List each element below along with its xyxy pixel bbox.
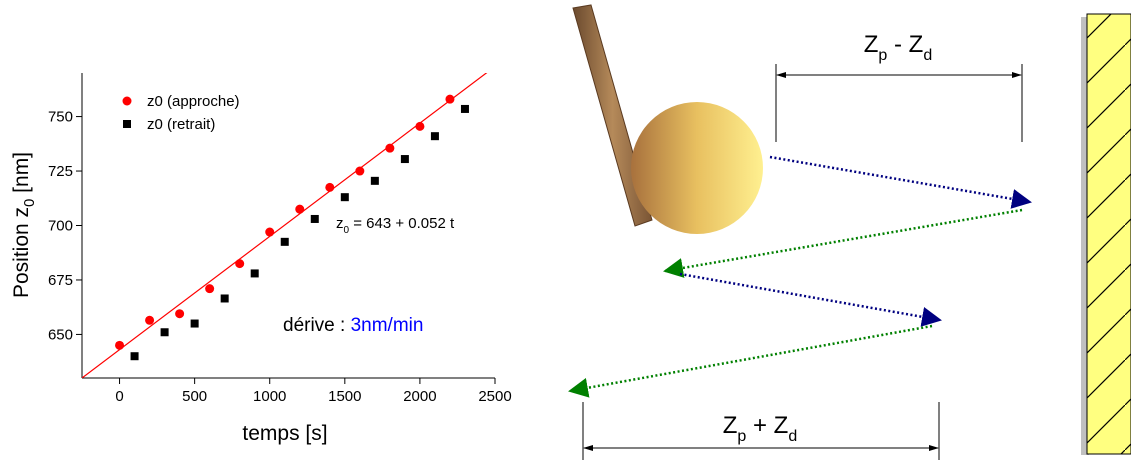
bottom-label: Zp + Zd [723,412,798,445]
x-tick-label: 500 [182,388,207,405]
point [295,204,305,214]
point [250,269,259,278]
legend-marker [123,120,131,128]
point [445,94,455,104]
top-label: Zp - Zd [864,31,932,64]
point [115,340,125,350]
beam [769,155,1032,209]
label-part: - Z [887,31,923,58]
y-tick-label: 725 [48,163,73,180]
label-part: 0 [21,199,38,207]
x-axis-label: temps [s] [242,422,327,445]
point [205,284,215,294]
legend-label: z0 (retrait) [147,116,215,133]
point [145,315,155,325]
label-part: 0 [344,225,350,236]
point [385,143,395,153]
point [310,214,319,223]
point [370,176,379,185]
point [235,259,245,269]
drift-value: 3nm/min [351,315,424,336]
x-tick-label: 2500 [478,388,511,405]
point [325,182,335,192]
label-part: Position z [10,207,33,298]
point [340,193,349,202]
point [460,104,469,113]
drift-label: dérive : 3nm/min [283,315,423,336]
point [430,132,439,141]
label-part: d [788,428,797,445]
fit-label: z0 = 643 + 0.052 t [336,215,455,236]
diagram: Zp - Zd Zp + Zd [568,4,1131,460]
beam [663,208,1023,278]
fit-line [82,73,488,378]
beam [679,272,942,327]
point [175,309,185,319]
label-part: Z [864,31,879,58]
point [400,155,409,164]
point [265,227,275,237]
label-part: p [737,428,746,445]
beam [568,324,933,398]
point [220,294,229,303]
point [190,319,199,328]
x-tick-label: 2000 [403,388,436,405]
y-tick-label: 700 [48,218,73,235]
point [280,237,289,246]
label-part: [nm] [10,152,33,199]
y-axis-label: Position z0 [nm] [10,152,38,298]
x-tick-label: 1500 [328,388,361,405]
label-part: dérive : [283,315,351,336]
point [355,166,365,176]
y-tick-label: 675 [48,272,73,289]
y-tick-label: 750 [48,109,73,126]
sphere [631,102,763,234]
label-part: Z [723,412,738,439]
point [160,328,169,337]
x-tick-label: 0 [115,388,123,405]
label-part: z [336,215,344,232]
label-part: d [923,47,932,64]
x-tick-label: 1000 [253,388,286,405]
point [130,352,139,361]
label-part: = 643 + 0.052 t [349,215,455,232]
point [415,121,425,131]
legend-marker [122,96,132,106]
wall-hatch [1086,13,1131,455]
chart: 650 675 700 725 750 0 500 1000 1500 2000 2500 z0 (a… [48,73,512,405]
wall-shadow [1081,17,1089,455]
label-part: + Z [746,412,788,439]
y-tick-label: 650 [48,326,73,343]
legend-label: z0 (approche) [147,93,240,110]
label-part: p [878,47,887,64]
